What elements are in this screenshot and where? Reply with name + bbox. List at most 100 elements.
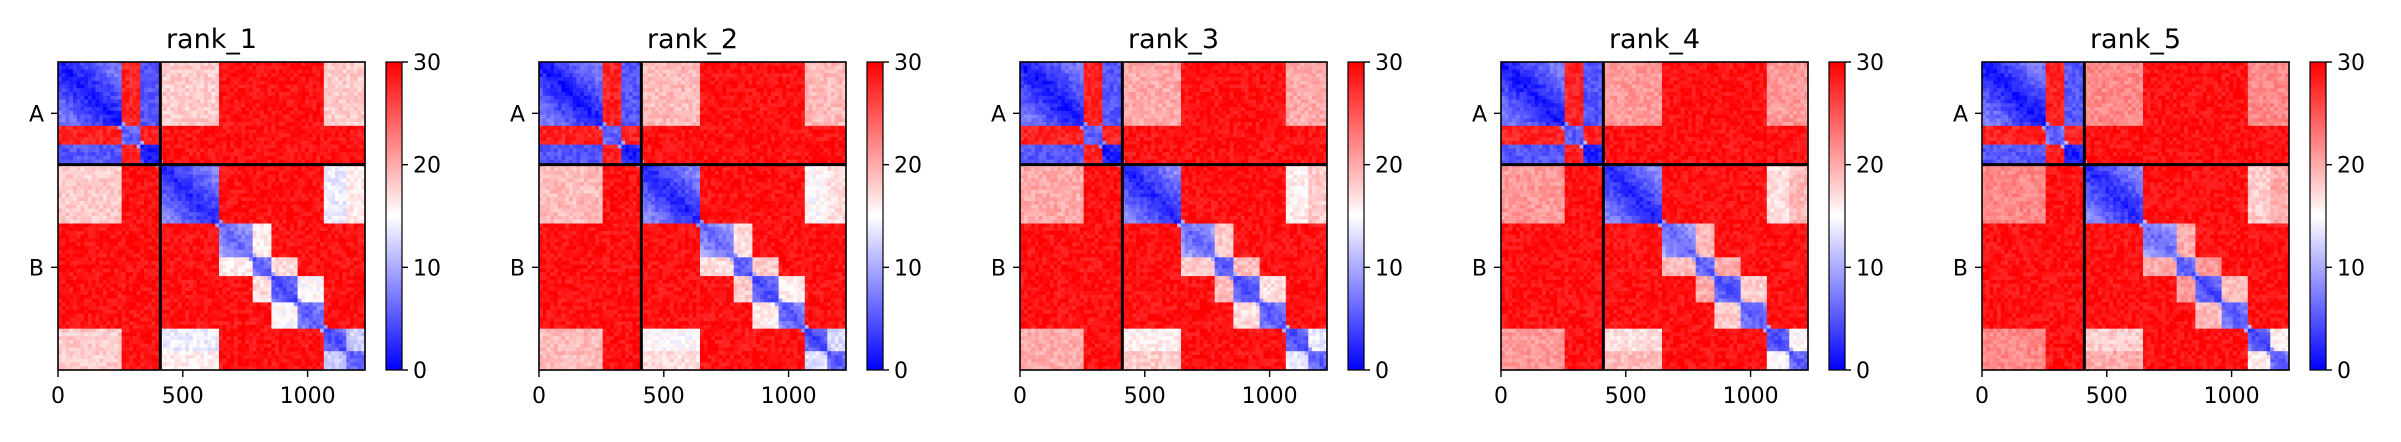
heatmap-cell <box>137 216 141 220</box>
heatmap-cell <box>129 205 133 209</box>
heatmap-cell <box>215 246 219 250</box>
heatmap-cell <box>271 284 275 288</box>
heatmap-cell <box>212 167 216 171</box>
heatmap-cell <box>148 167 152 171</box>
heatmap-cell <box>178 130 182 134</box>
heatmap-cell <box>238 235 242 239</box>
heatmap-cell <box>125 126 129 130</box>
heatmap-cell <box>294 171 298 175</box>
heatmap-cell <box>129 220 133 224</box>
heatmap-cell <box>219 126 223 130</box>
heatmap-cell <box>189 280 193 284</box>
heatmap-cell <box>125 250 129 254</box>
heatmap-cell <box>129 107 133 111</box>
heatmap-cell <box>301 85 305 89</box>
heatmap-cell <box>223 193 227 197</box>
heatmap-cell <box>264 73 268 77</box>
heatmap-cell <box>230 137 234 141</box>
heatmap-cell <box>163 186 167 190</box>
heatmap-cell <box>84 212 88 216</box>
heatmap-cell <box>253 216 257 220</box>
heatmap-cell <box>286 250 290 254</box>
heatmap-cell <box>65 197 69 201</box>
heatmap-cell <box>103 182 107 186</box>
heatmap-cell <box>103 190 107 194</box>
heatmap-cell <box>215 197 219 201</box>
heatmap-cell <box>174 212 178 216</box>
heatmap-cell <box>110 276 114 280</box>
heatmap-cell <box>294 130 298 134</box>
heatmap-cell <box>230 231 234 235</box>
heatmap-cell <box>197 103 201 107</box>
heatmap-cell <box>122 246 126 250</box>
heatmap-cell <box>110 137 114 141</box>
heatmap-cell <box>279 257 283 261</box>
heatmap-cell <box>170 220 174 224</box>
heatmap-cell <box>286 284 290 288</box>
heatmap-cell <box>358 133 362 137</box>
heatmap-cell <box>279 224 283 228</box>
heatmap-cell <box>174 100 178 104</box>
heatmap-cell <box>339 235 343 239</box>
heatmap-cell <box>80 261 84 265</box>
heatmap-cell <box>331 254 335 258</box>
heatmap-cell <box>298 133 302 137</box>
heatmap-cell <box>346 111 350 115</box>
heatmap-cell <box>331 246 335 250</box>
heatmap-cell <box>316 193 320 197</box>
heatmap-cell <box>88 216 92 220</box>
heatmap-cell <box>200 246 204 250</box>
heatmap-cell <box>152 276 156 280</box>
heatmap-cell <box>193 118 197 122</box>
heatmap-cell <box>84 81 88 85</box>
heatmap-cell <box>118 175 122 179</box>
heatmap-cell <box>129 175 133 179</box>
heatmap-cell <box>283 126 287 130</box>
heatmap-cell <box>298 92 302 96</box>
heatmap-cell <box>238 103 242 107</box>
heatmap-cell <box>114 88 118 92</box>
heatmap-cell <box>271 235 275 239</box>
heatmap-cell <box>137 100 141 104</box>
heatmap-cell <box>358 126 362 130</box>
heatmap-cell <box>279 137 283 141</box>
heatmap-cell <box>99 265 103 269</box>
heatmap-cell <box>212 246 216 250</box>
heatmap-cell <box>92 197 96 201</box>
heatmap-cell <box>226 227 230 231</box>
heatmap-cell <box>234 197 238 201</box>
heatmap-cell <box>208 235 212 239</box>
heatmap-cell <box>271 103 275 107</box>
heatmap-cell <box>253 85 257 89</box>
heatmap-cell <box>230 269 234 273</box>
heatmap-cell <box>226 145 230 149</box>
heatmap-cell <box>253 276 257 280</box>
heatmap-cell <box>268 70 272 74</box>
heatmap-cell <box>219 77 223 81</box>
heatmap-cell <box>343 205 347 209</box>
heatmap-cell <box>309 175 313 179</box>
heatmap-cell <box>279 107 283 111</box>
heatmap-cell <box>346 224 350 228</box>
heatmap-cell <box>268 156 272 160</box>
heatmap-cell <box>260 122 264 126</box>
heatmap-cell <box>253 171 257 175</box>
heatmap-cell <box>339 242 343 246</box>
heatmap-cell <box>118 250 122 254</box>
heatmap-cell <box>193 85 197 89</box>
heatmap-cell <box>174 280 178 284</box>
heatmap-cell <box>133 85 137 89</box>
heatmap-cell <box>129 186 133 190</box>
heatmap-cell <box>241 118 245 122</box>
heatmap-cell <box>167 100 171 104</box>
heatmap-cell <box>69 186 73 190</box>
heatmap-cell <box>354 77 358 81</box>
heatmap-cell <box>320 81 324 85</box>
heatmap-cell <box>283 92 287 96</box>
heatmap-cell <box>137 231 141 235</box>
heatmap-cell <box>144 122 148 126</box>
heatmap-cell <box>148 111 152 115</box>
heatmap-cell <box>279 171 283 175</box>
heatmap-cell <box>249 156 253 160</box>
heatmap-cell <box>260 220 264 224</box>
